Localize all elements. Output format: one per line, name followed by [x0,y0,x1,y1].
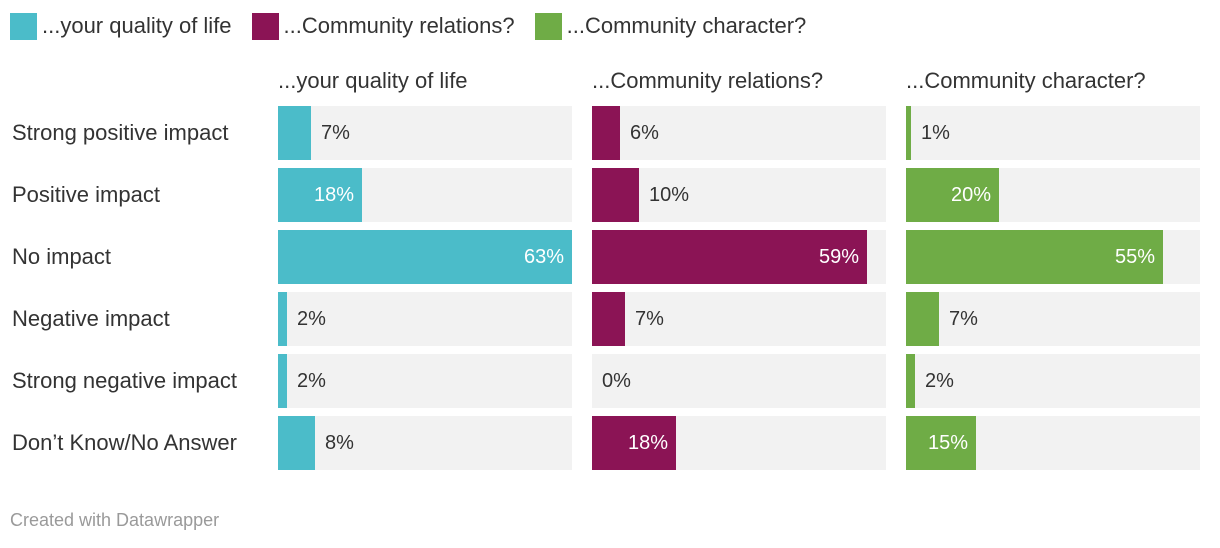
bar-track: 6% [592,106,886,160]
bar [906,416,976,470]
bar-track: 20% [906,168,1200,222]
bar [278,230,572,284]
bar-track: 7% [278,106,572,160]
bar-track: 2% [906,354,1200,408]
bar [278,106,311,160]
legend-swatch [251,12,279,40]
bar-track: 2% [278,292,572,346]
bar [592,230,867,284]
bar [592,106,620,160]
bar-track: 7% [592,292,886,346]
legend-label: ...Community character? [566,13,807,38]
row-label-no-impact: No impact [12,244,112,269]
row-label-strong-negative-impact: Strong negative impact [12,368,238,393]
bar-track: 0% [592,354,886,408]
legend-item-quality-of-life: ...your quality of life [10,12,232,40]
legend-swatch [10,12,37,40]
bar-track: 18% [278,168,572,222]
data-label: 7% [949,308,978,330]
data-label: 20% [950,184,991,206]
data-label: 63% [523,246,564,268]
data-label: 8% [325,432,354,454]
legend-swatch [534,12,562,40]
bar [278,168,362,222]
column-title-3: ...Community character? [906,68,1146,93]
data-label: 1% [921,122,950,144]
row-label-negative-impact: Negative impact [12,306,170,331]
bar-track: 2% [278,354,572,408]
data-label: 55% [1114,246,1155,268]
bar-track: 63% [278,230,572,284]
data-label: 18% [627,432,668,454]
row-label-don-t-know-no-answer: Don’t Know/No Answer [12,430,237,455]
bar [906,168,999,222]
legend-label: ...Community relations? [283,13,515,38]
bar [906,292,939,346]
data-label: 2% [925,370,954,392]
row-label-positive-impact: Positive impact [12,182,160,207]
data-label: 7% [635,308,664,330]
bar-track: 55% [906,230,1200,284]
row-label-strong-positive-impact: Strong positive impact [12,120,229,145]
data-label: 59% [818,246,859,268]
column-title-1: ...your quality of life [278,68,468,93]
data-label: 6% [630,122,659,144]
bar [278,416,315,470]
column-title-2: ...Community relations? [592,68,824,93]
legend-item-community-relations: ...Community relations? [251,12,515,40]
bar [906,354,915,408]
bar [906,230,1163,284]
data-label: 2% [297,370,326,392]
bar-track: 10% [592,168,886,222]
bar [592,292,625,346]
bar [592,416,676,470]
legend-item-community-character: ...Community character? [534,12,807,40]
bar-track: 1% [906,106,1200,160]
data-label: 10% [649,184,690,206]
bar-track: 15% [906,416,1200,470]
data-label: 15% [927,432,968,454]
data-label: 2% [297,308,326,330]
bar [592,168,639,222]
bar [278,354,287,408]
bar-track: 8% [278,416,572,470]
data-label: 0% [602,370,631,392]
bar-track: 7% [906,292,1200,346]
bar [278,292,287,346]
bar-track: 59% [592,230,886,284]
legend: ...your quality of life ...Community rel… [10,10,826,42]
bar [906,106,911,160]
bar-track: 18% [592,416,886,470]
data-label: 7% [321,122,350,144]
credit-footer: Created with Datawrapper [10,510,220,530]
legend-label: ...your quality of life [42,13,232,38]
data-label: 18% [313,184,354,206]
